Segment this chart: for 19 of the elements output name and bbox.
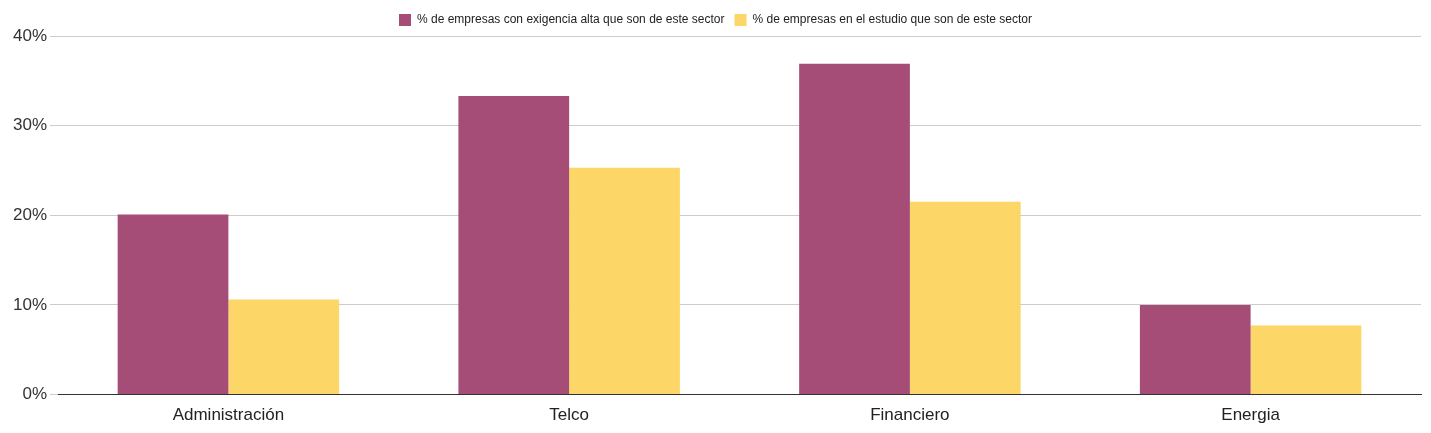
x-tick-label: Telco <box>549 405 589 425</box>
legend-label: % de empresas en el estudio que son de este sector <box>752 12 1033 27</box>
x-tick-label: Administración <box>172 405 285 425</box>
bar <box>909 201 1021 395</box>
bar <box>799 63 910 395</box>
x-tick-label: Financiero <box>870 405 950 425</box>
bar <box>228 299 340 395</box>
y-tick-label: 30% <box>12 115 48 135</box>
y-tick-label: 40% <box>12 25 48 45</box>
bar <box>1139 304 1251 395</box>
bar <box>1250 325 1362 395</box>
x-tick-label: Energia <box>1221 405 1281 425</box>
y-tick-label: 10% <box>12 294 48 314</box>
y-tick-label: 0% <box>22 384 48 404</box>
y-tick-label: 20% <box>12 204 48 224</box>
bar <box>458 96 570 395</box>
bar <box>569 167 680 395</box>
bar <box>117 214 229 395</box>
legend-label: % de empresas con exigencia alta que son de este sector <box>416 12 725 27</box>
